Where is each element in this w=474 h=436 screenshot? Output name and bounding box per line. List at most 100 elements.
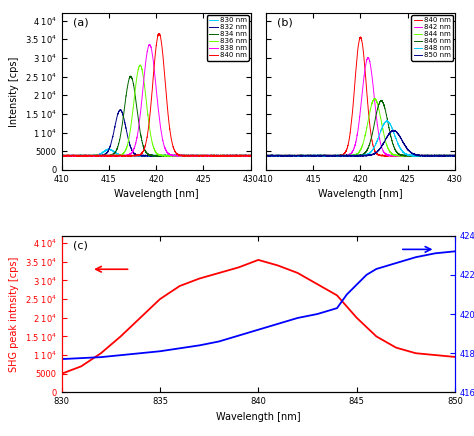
838 nm bbox=[244, 153, 250, 159]
844 nm bbox=[296, 153, 301, 158]
840 nm bbox=[131, 153, 137, 158]
846 nm bbox=[452, 153, 458, 158]
830 nm bbox=[91, 153, 97, 158]
834 nm bbox=[81, 153, 86, 158]
840 nm bbox=[428, 153, 434, 159]
848 nm bbox=[448, 153, 454, 159]
836 nm bbox=[244, 153, 250, 158]
832 nm bbox=[244, 153, 250, 159]
846 nm bbox=[284, 153, 290, 158]
834 nm bbox=[128, 73, 133, 78]
842 nm bbox=[304, 154, 310, 159]
838 nm bbox=[224, 153, 229, 158]
Line: 842 nm: 842 nm bbox=[266, 58, 455, 157]
838 nm bbox=[248, 153, 254, 158]
844 nm bbox=[372, 96, 377, 101]
832 nm bbox=[91, 153, 97, 158]
838 nm bbox=[225, 154, 231, 159]
842 nm bbox=[344, 152, 349, 157]
834 nm bbox=[139, 141, 145, 146]
836 nm bbox=[139, 69, 145, 74]
830 nm bbox=[224, 153, 229, 159]
Line: 836 nm: 836 nm bbox=[62, 65, 251, 157]
832 nm bbox=[131, 151, 137, 157]
840 nm bbox=[284, 153, 290, 159]
834 nm bbox=[224, 153, 229, 158]
830 nm bbox=[244, 153, 250, 158]
848 nm bbox=[336, 153, 341, 159]
848 nm bbox=[384, 118, 390, 123]
846 nm bbox=[379, 98, 384, 103]
840 nm bbox=[448, 153, 454, 158]
850 nm bbox=[428, 153, 434, 159]
840 nm bbox=[452, 153, 458, 158]
844 nm bbox=[344, 153, 349, 159]
Y-axis label: SHG peak intnsity [cps]: SHG peak intnsity [cps] bbox=[9, 256, 19, 372]
838 nm bbox=[139, 92, 145, 97]
836 nm bbox=[224, 153, 229, 158]
850 nm bbox=[448, 153, 454, 158]
848 nm bbox=[296, 153, 301, 158]
Line: 850 nm: 850 nm bbox=[266, 130, 455, 157]
848 nm bbox=[344, 153, 349, 158]
Text: (c): (c) bbox=[73, 240, 88, 250]
830 nm bbox=[106, 146, 112, 151]
840 nm bbox=[59, 153, 64, 158]
836 nm bbox=[248, 153, 254, 158]
840 nm bbox=[139, 150, 145, 156]
834 nm bbox=[248, 153, 254, 158]
842 nm bbox=[296, 153, 301, 158]
848 nm bbox=[263, 153, 269, 159]
848 nm bbox=[284, 153, 290, 158]
X-axis label: Wavelength [nm]: Wavelength [nm] bbox=[318, 189, 403, 199]
836 nm bbox=[137, 62, 143, 68]
850 nm bbox=[296, 153, 301, 158]
836 nm bbox=[131, 97, 137, 102]
830 nm bbox=[131, 153, 137, 158]
844 nm bbox=[336, 153, 341, 159]
850 nm bbox=[391, 128, 397, 133]
Text: (b): (b) bbox=[277, 18, 293, 28]
846 nm bbox=[428, 153, 434, 158]
832 nm bbox=[59, 153, 64, 158]
842 nm bbox=[336, 153, 341, 159]
Line: 834 nm: 834 nm bbox=[62, 76, 251, 157]
840 nm bbox=[81, 153, 86, 158]
840 nm bbox=[333, 154, 338, 159]
Line: 840 nm: 840 nm bbox=[62, 34, 251, 157]
832 nm bbox=[81, 153, 86, 158]
840 nm bbox=[244, 153, 250, 158]
Legend: 830 nm, 832 nm, 834 nm, 836 nm, 838 nm, 840 nm: 830 nm, 832 nm, 834 nm, 836 nm, 838 nm, … bbox=[207, 15, 249, 61]
838 nm bbox=[81, 153, 86, 158]
846 nm bbox=[263, 153, 269, 158]
848 nm bbox=[428, 153, 434, 158]
844 nm bbox=[342, 154, 347, 159]
836 nm bbox=[59, 153, 64, 158]
842 nm bbox=[263, 153, 269, 158]
Line: 844 nm: 844 nm bbox=[266, 99, 455, 157]
834 nm bbox=[59, 153, 64, 158]
842 nm bbox=[428, 153, 434, 158]
Line: 830 nm: 830 nm bbox=[62, 149, 251, 157]
840 nm bbox=[357, 34, 363, 40]
846 nm bbox=[348, 154, 354, 159]
840 nm bbox=[336, 153, 341, 158]
836 nm bbox=[91, 153, 97, 158]
836 nm bbox=[177, 154, 183, 159]
Y-axis label: Intensity [cps]: Intensity [cps] bbox=[9, 56, 19, 126]
832 nm bbox=[248, 153, 254, 158]
834 nm bbox=[131, 86, 137, 91]
832 nm bbox=[118, 107, 123, 112]
838 nm bbox=[131, 146, 137, 151]
830 nm bbox=[140, 153, 146, 158]
838 nm bbox=[59, 153, 64, 159]
834 nm bbox=[244, 153, 250, 158]
Line: 838 nm: 838 nm bbox=[62, 44, 251, 157]
850 nm bbox=[336, 153, 341, 158]
830 nm bbox=[81, 153, 86, 159]
850 nm bbox=[344, 153, 349, 159]
848 nm bbox=[452, 153, 458, 158]
832 nm bbox=[80, 154, 86, 159]
Text: (a): (a) bbox=[73, 18, 89, 28]
844 nm bbox=[448, 153, 454, 158]
